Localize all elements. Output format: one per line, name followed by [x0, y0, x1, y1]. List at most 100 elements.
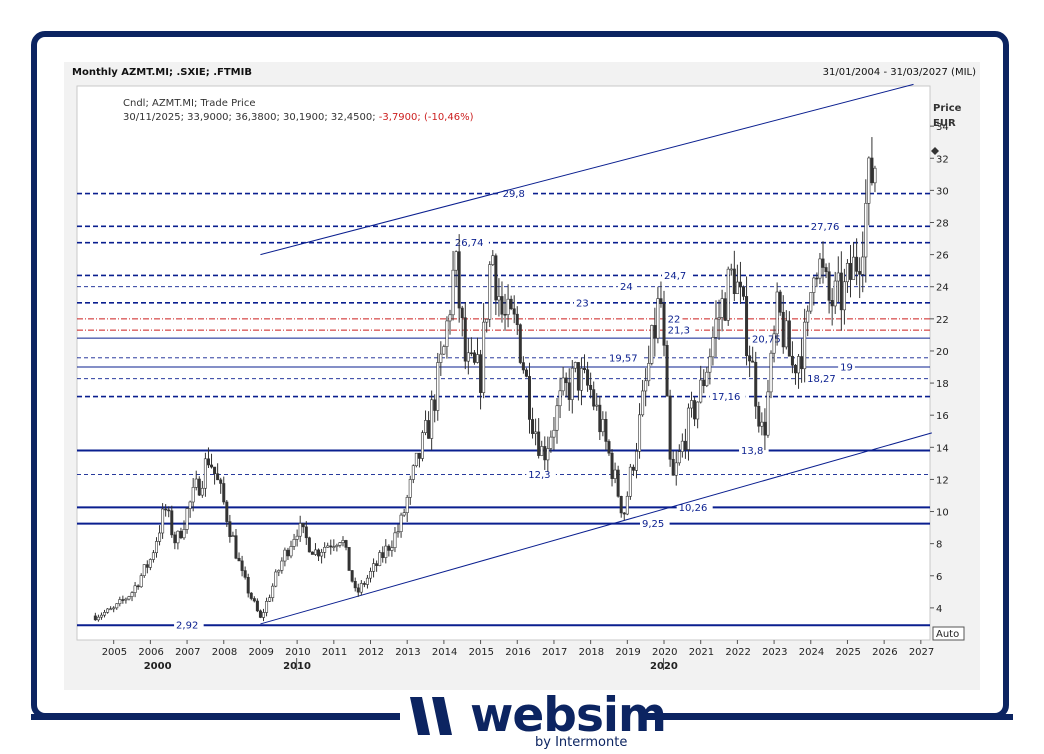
y-tick-label: 30 — [936, 186, 949, 197]
series-legend: Cndl; AZMT.MI; Trade Price — [123, 98, 256, 109]
last-price-marker — [931, 147, 939, 156]
candle-body — [109, 608, 113, 611]
candle-body — [417, 452, 421, 459]
candle-body — [375, 563, 379, 566]
candle-body — [255, 600, 259, 612]
candle-body — [775, 291, 779, 335]
candle-body — [836, 272, 840, 282]
chart-title: Monthly AZMT.MI; .SXIE; .FTMIB — [72, 67, 252, 78]
level-label-bg — [805, 371, 842, 384]
candle-body — [833, 280, 837, 307]
y-tick-label: 20 — [936, 347, 949, 358]
candle-body — [558, 390, 562, 407]
candle-body — [408, 479, 412, 498]
candle-body — [420, 432, 424, 459]
candle-body — [200, 487, 204, 496]
candle-body — [720, 298, 724, 318]
candle-body — [170, 510, 174, 536]
candle-body — [815, 277, 819, 280]
candle-body — [99, 614, 103, 618]
candle-body — [148, 559, 152, 568]
y-tick-label: 6 — [936, 572, 942, 583]
candle-body — [121, 599, 125, 601]
level-label: 23 — [576, 298, 589, 309]
candle-body — [839, 272, 843, 311]
candle-body — [500, 296, 504, 315]
candle-body — [124, 598, 128, 601]
candle-body — [714, 318, 718, 338]
candle-body — [699, 379, 703, 403]
candle-body — [772, 333, 776, 354]
y-tick-label: 32 — [936, 154, 949, 165]
candle-body — [161, 508, 165, 534]
y-tick-label: 26 — [936, 251, 949, 262]
candle-body — [690, 400, 694, 409]
candle-body — [191, 487, 195, 503]
level-label: 26,74 — [455, 238, 484, 249]
candle-body — [182, 529, 186, 539]
candle-body — [151, 552, 155, 560]
candle-body — [518, 324, 522, 363]
candle-body — [702, 379, 706, 387]
level-label: 19,57 — [609, 353, 638, 364]
candle-body — [396, 531, 400, 534]
candle-body — [482, 321, 486, 393]
level-label: 21,3 — [668, 326, 690, 337]
candle-body — [130, 592, 134, 597]
candle-body — [659, 298, 663, 304]
x-tick-label: 2013 — [395, 647, 420, 658]
y-tick-label: 16 — [936, 411, 949, 422]
candle-body — [103, 612, 107, 616]
candle-body — [93, 615, 97, 621]
date-range: 31/01/2004 - 31/03/2027 (MIL) — [822, 67, 976, 78]
level-label-bg — [665, 311, 683, 324]
candle-body — [726, 268, 730, 321]
candle-body — [515, 313, 519, 326]
candle-body — [638, 414, 642, 452]
candle-body — [427, 420, 431, 439]
candle-body — [534, 431, 538, 434]
level-label: 19 — [840, 363, 853, 374]
candle-body — [142, 564, 146, 576]
candle-body — [338, 542, 342, 546]
candle-body — [686, 407, 690, 450]
level-label-bg — [606, 350, 643, 363]
candle-body — [460, 307, 464, 319]
x-tick-label: 2012 — [359, 647, 384, 658]
candle-body — [289, 546, 293, 557]
candle-body — [249, 592, 253, 599]
candle-body — [497, 296, 501, 301]
candle-body — [243, 570, 247, 578]
candle-body — [748, 355, 752, 362]
candle-body — [616, 469, 620, 497]
y-tick-label: 24 — [936, 283, 949, 294]
auto-scale-label[interactable]: Auto — [936, 629, 959, 640]
candle-body — [754, 361, 758, 407]
candle-body — [723, 298, 727, 321]
candle-body — [683, 440, 687, 450]
candle-body — [231, 535, 235, 537]
x-tick-label: 2018 — [579, 647, 604, 658]
candle-body — [849, 263, 853, 280]
candle-body — [674, 462, 678, 476]
candle-body — [705, 371, 709, 387]
level-label-bg — [662, 268, 692, 281]
candle-body — [286, 549, 290, 557]
candle-body — [656, 298, 660, 339]
x-tick-label: 2007 — [175, 647, 200, 658]
candle-body — [350, 570, 354, 582]
candle-body — [347, 547, 351, 571]
candle-body — [216, 473, 220, 481]
candle-body — [742, 286, 746, 297]
candle-body — [317, 549, 321, 557]
candle-body — [647, 363, 651, 382]
candle-body — [668, 395, 672, 460]
x-tick-label: 2005 — [102, 647, 127, 658]
level-label-bg — [665, 323, 696, 336]
candle-body — [546, 448, 550, 461]
level-label: 20,75 — [752, 334, 781, 345]
candle-body — [430, 399, 434, 439]
x-tick-label: 2016 — [505, 647, 530, 658]
candle-body — [112, 607, 116, 610]
